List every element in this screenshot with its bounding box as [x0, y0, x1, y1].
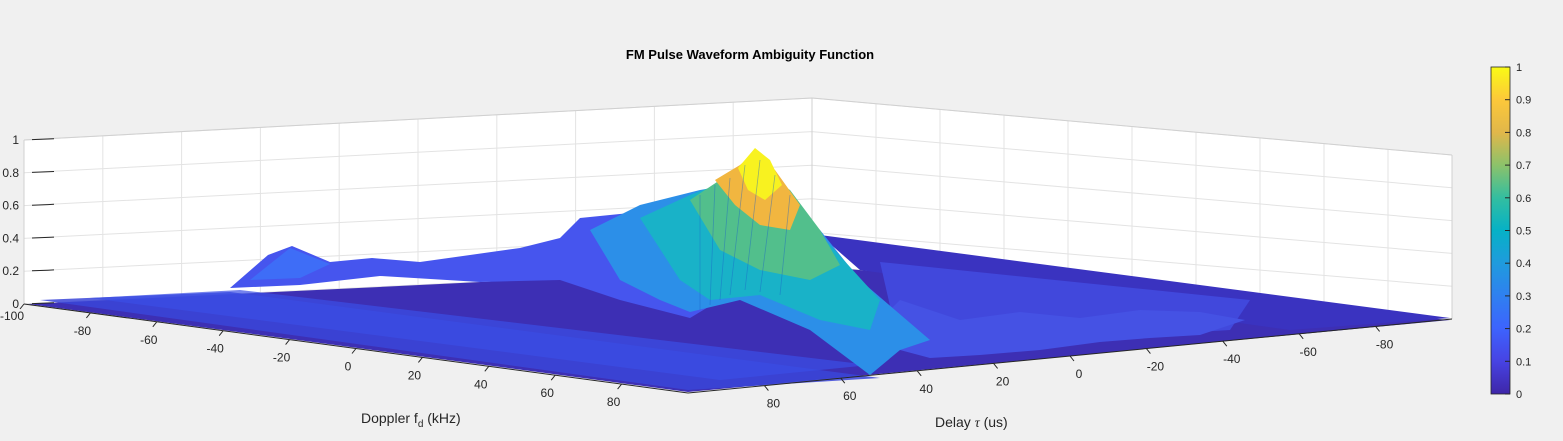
colorbar-tick-label: 0.3 — [1516, 291, 1531, 303]
delay-tick-label: 0 — [1076, 367, 1083, 381]
z-tick — [31, 236, 49, 239]
z-tick-label: 0.6 — [2, 199, 19, 213]
z-tick-label: 0 — [12, 297, 19, 311]
doppler-axis-label: Doppler fd (kHz) — [361, 410, 461, 430]
delay-label-main: Delay — [935, 414, 975, 430]
delay-tick — [1069, 355, 1075, 362]
delay-tick-label: -80 — [1376, 337, 1394, 351]
delay-tick — [840, 377, 846, 384]
colorbar-tick-label: 0.5 — [1516, 226, 1531, 238]
doppler-tick-label: 40 — [474, 377, 488, 391]
z-tick — [31, 269, 49, 272]
surface-peak — [738, 148, 782, 200]
colorbar: 0 0.1 0.2 0.3 0.4 0.5 0.6 0.7 0.8 0.9 1 — [1490, 62, 1531, 401]
delay-label-unit: (us) — [980, 414, 1008, 430]
doppler-tick — [351, 348, 357, 354]
z-tick — [31, 302, 49, 305]
delay-tick — [1222, 340, 1228, 347]
delay-tick — [916, 370, 922, 377]
colorbar-tick-label: 0.1 — [1516, 356, 1531, 368]
delay-tick — [993, 363, 998, 369]
delay-axis: 80 60 40 20 0 -20 -40 -60 -80 — [687, 318, 1453, 411]
colorbar-tick-label: 0.2 — [1516, 324, 1531, 336]
surface-sidelobes-right — [870, 300, 1245, 358]
colorbar-tick-label: 0.8 — [1516, 127, 1531, 139]
delay-tick — [764, 385, 769, 391]
z-tick-label: 1 — [12, 133, 19, 147]
doppler-tick-label: 20 — [408, 368, 422, 382]
doppler-tick-label: -80 — [74, 324, 92, 338]
colorbar-tick-label: 0.6 — [1516, 193, 1531, 205]
surface-ridge-lines — [699, 159, 791, 310]
doppler-tick-label: -100 — [0, 309, 24, 323]
doppler-tick-label: 0 — [345, 360, 352, 374]
colorbar-ticks: 0 0.1 0.2 0.3 0.4 0.5 0.6 0.7 0.8 0.9 1 — [1505, 62, 1531, 401]
z-tick — [31, 204, 49, 206]
doppler-label-main: Doppler f — [361, 410, 418, 426]
doppler-tick-label: 60 — [541, 386, 555, 400]
delay-tick — [1375, 326, 1380, 332]
doppler-label-subscript: d — [418, 419, 424, 430]
delay-tick-label: -60 — [1300, 345, 1318, 359]
delay-tick-label: 20 — [996, 374, 1010, 388]
colorbar-tick-label: 0.7 — [1516, 160, 1531, 172]
chart-title: FM Pulse Waveform Ambiguity Function — [626, 47, 874, 62]
doppler-tick — [218, 330, 224, 337]
colorbar-tick-label: 0.4 — [1516, 258, 1531, 270]
doppler-tick-label: -20 — [273, 351, 291, 365]
surface-sidelobes-left-highlight — [250, 248, 330, 280]
doppler-tick — [418, 357, 423, 363]
doppler-tick — [152, 321, 158, 328]
delay-tick — [1146, 348, 1151, 354]
doppler-tick — [484, 365, 490, 372]
delay-tick-label: 80 — [767, 397, 781, 411]
doppler-tick-label: -40 — [207, 342, 225, 356]
surface-band-delay — [820, 235, 1450, 330]
z-tick — [31, 171, 49, 173]
doppler-tick — [19, 303, 25, 310]
delay-tick — [1298, 333, 1304, 340]
z-tick-label: 0.4 — [2, 231, 19, 245]
ambiguity-surface — [28, 148, 1450, 392]
z-tick — [31, 138, 49, 141]
doppler-tick — [86, 312, 91, 319]
delay-axis-line — [687, 318, 1453, 394]
doppler-tick-label: 80 — [607, 395, 621, 409]
delay-label-symbol: τ — [975, 416, 981, 431]
doppler-tick-label: -60 — [140, 333, 158, 347]
colorbar-tick-label: 1 — [1516, 62, 1522, 74]
colorbar-tick-label: 0 — [1516, 389, 1522, 401]
delay-axis-label: Delay τ (us) — [935, 414, 1008, 431]
doppler-axis-line — [23, 303, 689, 394]
delay-tick-label: -20 — [1147, 360, 1165, 374]
delay-tick-label: 40 — [920, 382, 934, 396]
z-tick-label: 0.2 — [2, 264, 19, 278]
doppler-tick — [550, 374, 556, 381]
z-axis: 0 0.2 0.4 0.6 0.8 1 — [2, 133, 55, 311]
surface-band-doppler-2 — [90, 290, 870, 380]
doppler-tick — [285, 339, 290, 345]
doppler-axis: -100 -80 -60 -40 -20 0 20 40 60 80 — [0, 303, 689, 409]
delay-tick-label: -40 — [1223, 352, 1241, 366]
doppler-tick — [617, 383, 622, 390]
delay-tick-label: 60 — [843, 389, 857, 403]
z-tick-label: 0.8 — [2, 166, 19, 180]
colorbar-tick-label: 0.9 — [1516, 95, 1531, 107]
doppler-label-unit: (kHz) — [423, 410, 460, 426]
